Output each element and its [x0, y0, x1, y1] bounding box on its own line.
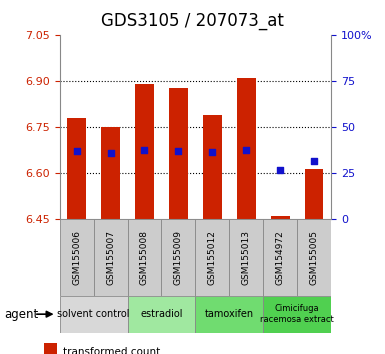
Text: GSM155012: GSM155012: [208, 230, 217, 285]
Bar: [263, 219, 297, 296]
Bar: [305, 169, 323, 219]
Text: GSM155009: GSM155009: [174, 230, 183, 285]
Bar: [127, 219, 161, 296]
Bar: [161, 219, 195, 296]
Bar: [195, 219, 229, 296]
Bar: [271, 216, 290, 219]
Bar: [229, 219, 263, 296]
Bar: [44, 343, 57, 354]
Text: estradiol: estradiol: [140, 309, 183, 319]
Text: transformed count: transformed count: [63, 347, 161, 354]
Text: GSM155008: GSM155008: [140, 230, 149, 285]
Bar: [127, 296, 195, 333]
Point: [311, 158, 317, 164]
Bar: [94, 219, 127, 296]
Text: GSM155007: GSM155007: [106, 230, 115, 285]
Bar: [203, 115, 222, 219]
Point: [277, 167, 283, 173]
Text: GDS3105 / 207073_at: GDS3105 / 207073_at: [101, 12, 284, 30]
Bar: [297, 219, 331, 296]
Point: [243, 147, 249, 153]
Text: GSM155006: GSM155006: [72, 230, 81, 285]
Bar: [263, 296, 331, 333]
Text: Cimicifuga
racemosa extract: Cimicifuga racemosa extract: [260, 304, 334, 324]
Bar: [169, 87, 188, 219]
Text: GSM155005: GSM155005: [310, 230, 319, 285]
Bar: [135, 85, 154, 219]
Bar: [101, 127, 120, 219]
Point: [107, 150, 114, 155]
Point: [141, 147, 147, 152]
Text: GSM154972: GSM154972: [276, 230, 285, 285]
Point: [74, 149, 80, 154]
Bar: [195, 296, 263, 333]
Text: agent: agent: [4, 308, 38, 321]
Bar: [60, 296, 127, 333]
Bar: [67, 118, 86, 219]
Point: [175, 149, 181, 154]
Text: GSM155013: GSM155013: [242, 230, 251, 285]
Bar: [60, 219, 94, 296]
Bar: [237, 78, 256, 219]
Text: solvent control: solvent control: [57, 309, 130, 319]
Text: tamoxifen: tamoxifen: [205, 309, 254, 319]
Point: [209, 149, 216, 155]
